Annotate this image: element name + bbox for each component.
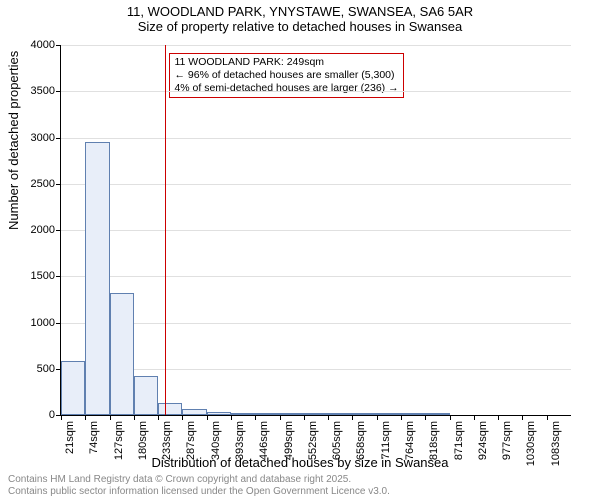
plot-area: 11 WOODLAND PARK: 249sqm ← 96% of detach… [60,45,571,416]
histogram-bar [61,361,85,415]
histogram-bar [182,409,206,415]
xtick-mark [134,415,135,420]
chart-container: 11, WOODLAND PARK, YNYSTAWE, SWANSEA, SA… [0,0,600,500]
y-axis-label: Number of detached properties [6,51,21,230]
grid-line [61,45,571,46]
annotation-line1: 11 WOODLAND PARK: 249sqm [174,56,398,69]
histogram-bar [231,413,255,415]
histogram-bar [425,413,449,415]
xtick-mark [304,415,305,420]
ytick-label: 0 [49,409,61,421]
xtick-mark [182,415,183,420]
ytick-label: 1500 [31,270,61,282]
xtick-mark [280,415,281,420]
footer-line2: Contains public sector information licen… [8,486,390,498]
xtick-mark [377,415,378,420]
xtick-mark [352,415,353,420]
reference-line [165,45,166,415]
grid-line [61,230,571,231]
xtick-mark [207,415,208,420]
x-axis-label: Distribution of detached houses by size … [0,455,600,470]
ytick-label: 3500 [31,85,61,97]
histogram-bar [158,403,182,415]
title-main: 11, WOODLAND PARK, YNYSTAWE, SWANSEA, SA… [0,0,600,19]
xtick-mark [547,415,548,420]
xtick-label: 711sqm [380,421,392,459]
xtick-mark [425,415,426,420]
histogram-bar [255,413,279,415]
xtick-mark [231,415,232,420]
histogram-bar [304,413,328,415]
histogram-bar [110,293,134,415]
xtick-mark [110,415,111,420]
xtick-mark [450,415,451,420]
grid-line [61,138,571,139]
ytick-label: 1000 [31,317,61,329]
grid-line [61,91,571,92]
histogram-bar [328,413,352,415]
xtick-mark [522,415,523,420]
histogram-bar [401,413,425,415]
footer-attribution: Contains HM Land Registry data © Crown c… [8,474,390,498]
grid-line [61,276,571,277]
grid-line [61,369,571,370]
xtick-mark [255,415,256,420]
ytick-label: 500 [37,363,61,375]
xtick-mark [158,415,159,420]
xtick-label: 74sqm [88,421,100,454]
xtick-mark [61,415,62,420]
xtick-mark [328,415,329,420]
title-sub: Size of property relative to detached ho… [0,19,600,34]
annotation-line3: 4% of semi-detached houses are larger (2… [174,82,398,95]
annotation-line2: ← 96% of detached houses are smaller (5,… [174,69,398,82]
ytick-label: 4000 [31,39,61,51]
xtick-mark [474,415,475,420]
ytick-label: 2000 [31,224,61,236]
histogram-bar [85,142,109,415]
footer-line1: Contains HM Land Registry data © Crown c… [8,474,390,486]
xtick-mark [498,415,499,420]
xtick-label: 21sqm [64,421,76,454]
histogram-bar [134,376,158,415]
ytick-label: 2500 [31,178,61,190]
histogram-bar [280,413,304,415]
histogram-bar [207,412,231,415]
grid-line [61,323,571,324]
grid-line [61,184,571,185]
histogram-bar [352,413,376,415]
histogram-bar [377,413,401,415]
xtick-mark [85,415,86,420]
ytick-label: 3000 [31,132,61,144]
xtick-mark [401,415,402,420]
